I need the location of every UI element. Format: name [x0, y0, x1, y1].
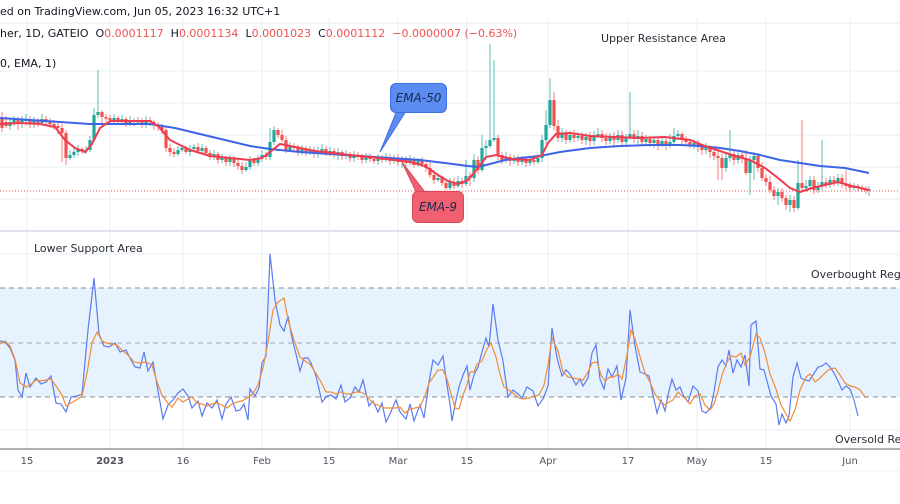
low-label: L	[245, 27, 252, 40]
x-axis-label: 15	[322, 456, 336, 467]
close-label: C	[318, 27, 326, 40]
change-value: −0.0000007 (−0.63%)	[392, 27, 518, 40]
ohlc-legend: her, 1D, GATEIO O0.0001117 H0.0001134 L0…	[0, 27, 517, 40]
x-axis-label: 15	[20, 456, 34, 467]
upper-resistance-label: Upper Resistance Area	[601, 32, 726, 45]
lower-support-label: Lower Support Area	[34, 242, 143, 255]
x-axis-label: 17	[621, 456, 635, 467]
open-label: O	[95, 27, 105, 40]
oversold-label: Oversold Reg	[835, 433, 900, 446]
x-axis-label: Mar	[388, 456, 408, 467]
indicator-legend[interactable]: 0, EMA, 1)	[0, 57, 57, 70]
overbought-label: Overbought Regio	[811, 268, 900, 281]
rsi-ma-line	[0, 296, 867, 423]
x-axis-label: 15	[460, 456, 474, 467]
x-axis-label: 15	[759, 456, 773, 467]
high-label: H	[170, 27, 179, 40]
x-axis-label: Feb	[253, 456, 271, 467]
published-info: ed on TradingView.com, Jun 05, 2023 16:3…	[0, 5, 281, 18]
low-value: 0.0001023	[251, 27, 312, 40]
x-axis-label: 16	[176, 456, 190, 467]
symbol-label[interactable]: her, 1D, GATEIO	[0, 27, 89, 40]
x-axis-label: 2023	[96, 456, 124, 467]
x-axis-label: May	[686, 456, 708, 467]
ema50-callout-text: EMA-50	[395, 91, 442, 105]
ema9-line	[0, 120, 870, 194]
open-value: 0.0001117	[104, 27, 164, 40]
high-value: 0.0001134	[178, 27, 239, 40]
x-axis-label: Apr	[539, 456, 557, 467]
close-value: 0.0001112	[325, 27, 386, 40]
ema9-callout-text: EMA-9	[418, 200, 458, 214]
x-axis-label: Jun	[842, 456, 858, 467]
ema50-callout: EMA-50	[390, 83, 447, 113]
ema9-callout: EMA-9	[412, 191, 464, 223]
